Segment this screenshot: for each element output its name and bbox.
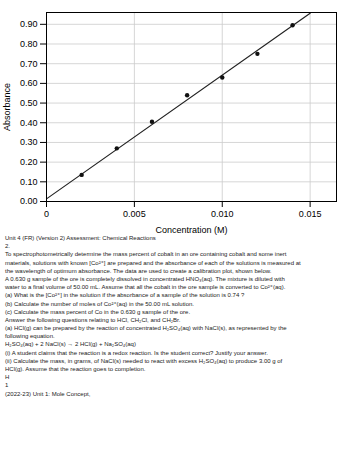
svg-text:Absorbance: Absorbance: [2, 83, 12, 131]
svg-text:0.010: 0.010: [211, 209, 234, 219]
svg-text:0.30: 0.30: [20, 137, 38, 147]
svg-text:0.70: 0.70: [20, 59, 38, 69]
html-text:Unit 4 (FR) (Version 2) Assess: Unit 4 (FR) (Version 2) Assessment: Chem…: [5, 235, 156, 241]
svg-text:0.015: 0.015: [299, 209, 322, 219]
svg-text:0.80: 0.80: [20, 39, 38, 49]
html-text:the wavelength of optimum abso: the wavelength of optimum absorbance. Th…: [5, 267, 272, 274]
html-text:(b) Calculate the number of mo: (b) Calculate the number of moles of Co²…: [5, 300, 194, 307]
html-text:(2022-23) Unit 1: Mole Concept: (2022-23) Unit 1: Mole Concept,: [5, 390, 91, 397]
svg-text:0.40: 0.40: [20, 118, 38, 128]
svg-text:0.50: 0.50: [20, 98, 38, 108]
html-text:(c) Calculate the mass percent: (c) Calculate the mass percent of Co in …: [5, 308, 191, 315]
html-text:(a) What is the [Co²⁺] in the: (a) What is the [Co²⁺] in the solution i…: [5, 292, 245, 299]
svg-text:0.10: 0.10: [20, 177, 38, 187]
html-text:HCl(g). Assume that the reacti: HCl(g). Assume that the reaction goes to…: [5, 366, 146, 372]
svg-text:0.20: 0.20: [20, 157, 38, 167]
html-text:A 0.630 g sample of the ore is: A 0.630 g sample of the ore is completel…: [5, 275, 285, 282]
html-text:2.: 2.: [5, 243, 10, 250]
html-text:following equation.: following equation.: [5, 333, 55, 340]
svg-text:0.005: 0.005: [123, 209, 146, 219]
svg-text:Concentration (M): Concentration (M): [155, 225, 227, 235]
svg-text:0: 0: [44, 209, 49, 219]
html-text:1: 1: [5, 382, 9, 389]
html-text:materials, solutions with know: materials, solutions with known [Co²⁺] a…: [5, 259, 301, 266]
html-text:water to a final volume of 50.: water to a final volume of 50.00 mL. Ass…: [5, 284, 286, 291]
svg-text:0.00: 0.00: [20, 196, 38, 206]
html-text:(ii) Calculate the mass, in gr: (ii) Calculate the mass, in grams, of Na…: [5, 357, 283, 364]
html-text:H: H: [5, 374, 10, 381]
html-text:H₂SO₄(aq) + 2 NaCl(s) → 2 HCl(: H₂SO₄(aq) + 2 NaCl(s) → 2 HCl(g) + Na₂SO…: [5, 341, 136, 348]
svg-text:0.60: 0.60: [20, 78, 38, 88]
html-text:(i) A student claims that the: (i) A student claims that the reaction i…: [5, 349, 268, 356]
html-text:Answer the following questions: Answer the following questions relating …: [5, 316, 181, 323]
html-text:To spectrophotometrically dete: To spectrophotometrically determine the …: [5, 251, 287, 258]
svg-text:0.90: 0.90: [20, 19, 38, 29]
html-text:(a) HCl(g) can be prepared by: (a) HCl(g) can be prepared by the reacti…: [5, 325, 287, 332]
